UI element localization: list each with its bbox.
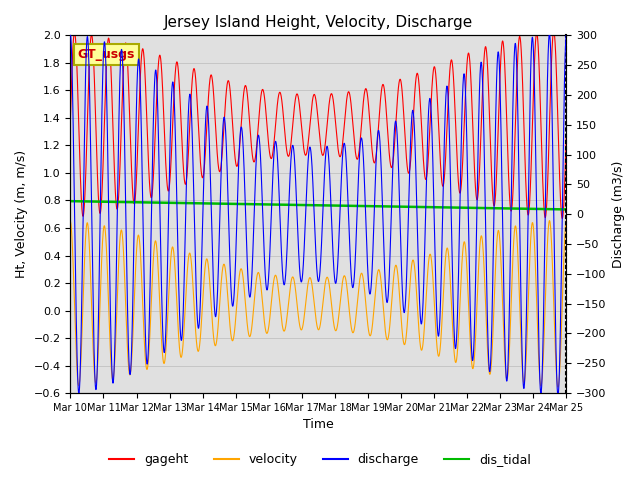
Text: GT_usgs: GT_usgs [78, 48, 135, 61]
Y-axis label: Ht, Velocity (m, m/s): Ht, Velocity (m, m/s) [15, 150, 28, 278]
Legend: gageht, velocity, discharge, dis_tidal: gageht, velocity, discharge, dis_tidal [104, 448, 536, 471]
X-axis label: Time: Time [303, 419, 333, 432]
Title: Jersey Island Height, Velocity, Discharge: Jersey Island Height, Velocity, Discharg… [164, 15, 473, 30]
Y-axis label: Discharge (m3/s): Discharge (m3/s) [612, 160, 625, 268]
